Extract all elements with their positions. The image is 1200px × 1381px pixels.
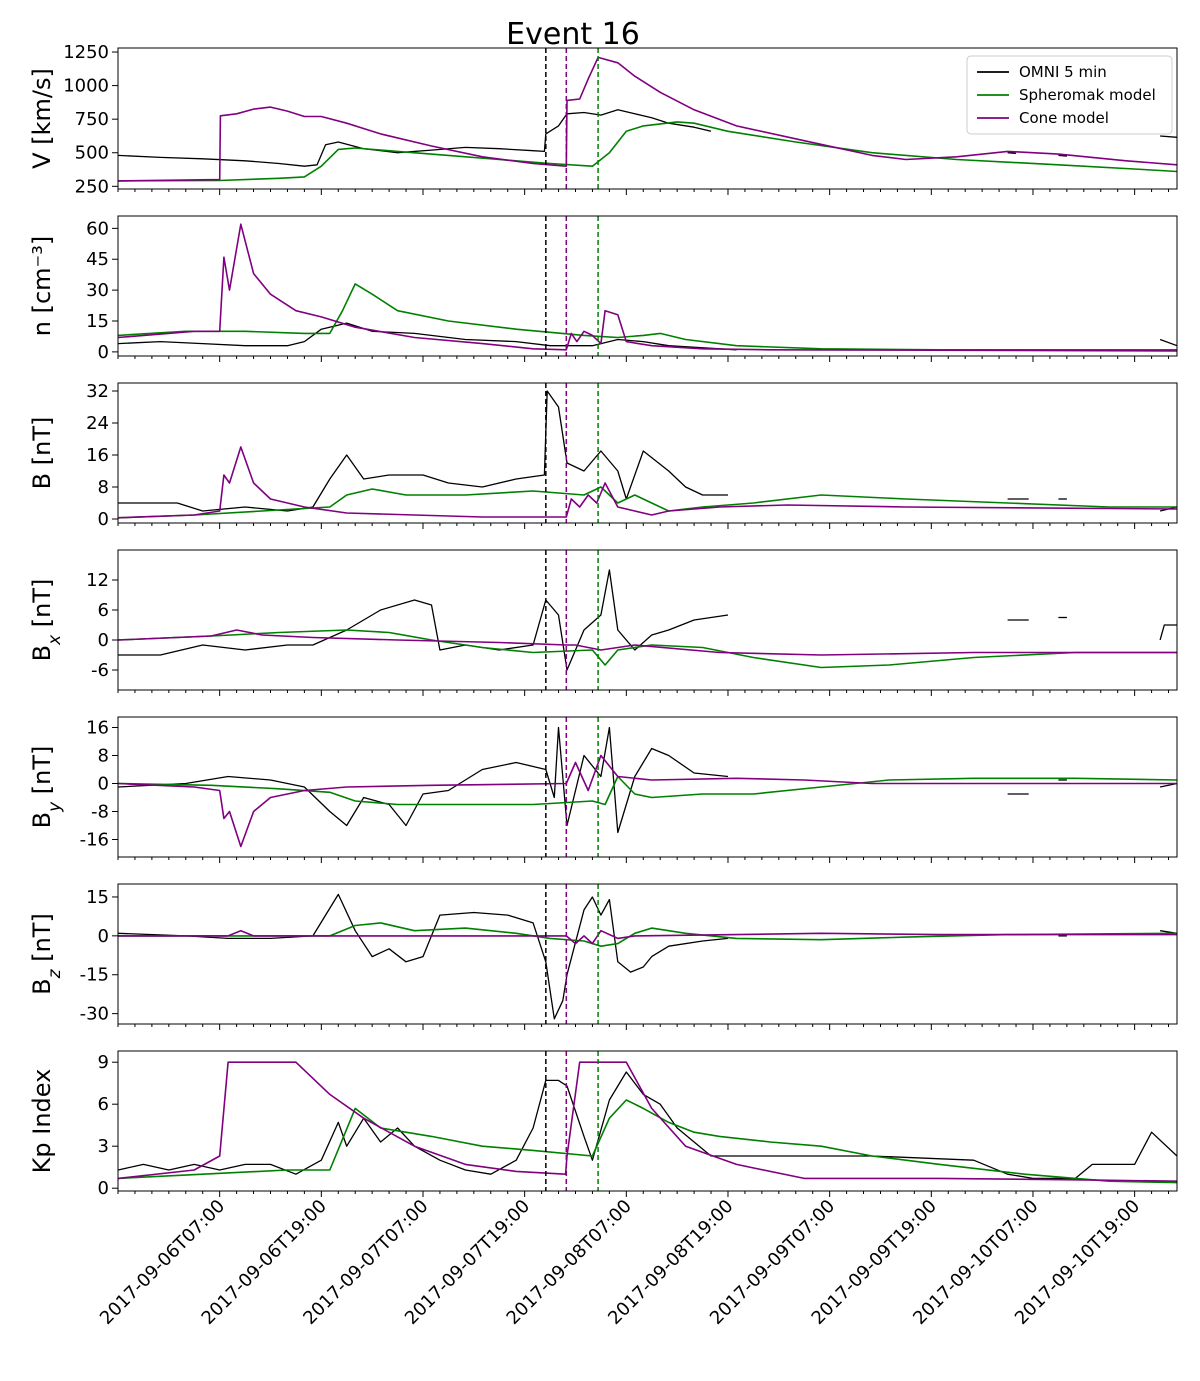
y-tick-label: 0 <box>98 509 109 530</box>
series-line-omni-5-min <box>118 893 729 1020</box>
series-line-spheromak-model <box>118 775 1177 806</box>
y-tick-label: 0 <box>98 1178 109 1199</box>
series-line-omni-5-min <box>118 1071 1177 1180</box>
legend-label-omni-5-min: OMNI 5 min <box>1019 63 1107 81</box>
series-group <box>118 569 1177 671</box>
y-tick-label: 750 <box>75 109 109 130</box>
legend: OMNI 5 min Spheromak model Cone model <box>966 55 1173 135</box>
panel-5: -16 -8 0 8 16 By [nT] <box>28 716 1178 863</box>
series-group <box>118 893 1177 1020</box>
series-group <box>118 56 1177 182</box>
series-line-omni-5-min <box>1007 152 1017 155</box>
series-line-omni-5-min <box>1159 338 1177 347</box>
y-tick-label: 0 <box>98 926 109 947</box>
y-tick-label: 32 <box>86 381 109 402</box>
y-tick-label: 1250 <box>63 42 109 63</box>
panel-frame <box>117 382 1178 524</box>
y-tick-label: 6 <box>98 600 109 621</box>
legend-box <box>966 55 1173 135</box>
y-axis-label: Kp Index <box>28 1069 56 1174</box>
series-line-spheromak-model <box>118 1099 1177 1184</box>
panel-frame <box>117 1050 1178 1192</box>
y-tick-label: 6 <box>98 1094 109 1115</box>
series-line-omni-5-min <box>118 569 729 671</box>
y-tick-label: 9 <box>98 1052 109 1073</box>
y-tick-label: -8 <box>91 802 109 823</box>
series-line-spheromak-model <box>118 121 1177 182</box>
series-line-cone-model <box>118 754 1177 848</box>
series-line-omni-5-min <box>1160 135 1177 138</box>
series-group <box>118 223 1177 352</box>
series-group <box>118 726 1177 848</box>
panel-7: 0 3 6 9 Kp Index <box>28 1050 1178 1199</box>
y-tick-label: 0 <box>98 630 109 651</box>
series-line-omni-5-min <box>118 109 712 167</box>
panel-4: -6 0 6 12 Bx [nT] <box>28 549 1178 696</box>
legend-label-cone-model: Cone model <box>1019 109 1109 127</box>
y-tick-label: 16 <box>86 718 109 739</box>
panel-frame <box>117 883 1178 1025</box>
y-tick-label: -30 <box>80 1004 109 1025</box>
series-line-spheromak-model <box>118 922 1177 947</box>
y-tick-label: 0 <box>98 774 109 795</box>
y-tick-label: 45 <box>86 249 109 270</box>
y-tick-label: 15 <box>86 311 109 332</box>
chart-title: Event 16 <box>506 17 640 52</box>
y-tick-label: 30 <box>86 280 109 301</box>
panel-frame <box>117 47 1178 190</box>
y-tick-label: -16 <box>80 830 109 851</box>
y-tick-label: 8 <box>98 477 109 498</box>
y-tick-label: -15 <box>80 965 109 986</box>
legend-label-spheromak-model: Spheromak model <box>1019 86 1156 104</box>
series-line-cone-model <box>118 446 1177 519</box>
y-axis-label: n [cm⁻³] <box>28 236 56 336</box>
series-line-cone-model <box>118 929 1177 945</box>
series-line-spheromak-model <box>118 283 1177 351</box>
series-line-cone-model <box>118 629 1177 656</box>
y-axis-label: V [km/s] <box>28 68 56 169</box>
y-tick-label: 15 <box>86 887 109 908</box>
x-axis: 2017-09-06T07:002017-09-06T19:002017-09-… <box>96 1196 1144 1329</box>
series-group <box>118 390 1177 519</box>
series-line-omni-5-min <box>1058 154 1067 157</box>
panel-frame <box>117 716 1178 858</box>
series-line-spheromak-model <box>118 629 1177 669</box>
panel-3: 0 8 16 24 32 B [nT] <box>28 381 1178 530</box>
y-tick-label: 500 <box>75 143 109 164</box>
series-line-cone-model <box>118 223 1177 352</box>
y-tick-label: -6 <box>91 660 109 681</box>
panel-6: -30 -15 0 15 Bz [nT] <box>28 883 1178 1030</box>
series-line-cone-model <box>118 1061 1177 1182</box>
series-line-spheromak-model <box>118 486 1177 519</box>
y-tick-label: 3 <box>98 1136 109 1157</box>
y-tick-label: 24 <box>86 413 109 434</box>
y-axis-label: By [nT] <box>28 746 65 829</box>
y-axis-label: Bx [nT] <box>28 579 65 662</box>
y-tick-label: 8 <box>98 746 109 767</box>
y-tick-label: 60 <box>86 218 109 239</box>
series-line-omni-5-min <box>118 322 737 351</box>
panel-1: 250 500 750 1000 1250 V [km/s] <box>28 42 1178 197</box>
y-tick-label: 0 <box>98 342 109 363</box>
panel-frame <box>117 215 1178 357</box>
y-tick-label: 1000 <box>63 76 109 97</box>
y-tick-label: 16 <box>86 445 109 466</box>
y-axis-label: B [nT] <box>28 417 56 490</box>
series-line-omni-5-min <box>1159 624 1177 641</box>
series-line-omni-5-min <box>118 726 729 834</box>
y-tick-label: 12 <box>86 570 109 591</box>
series-line-omni-5-min <box>118 390 728 512</box>
panel-2: 0 15 30 45 60 n [cm⁻³] <box>28 215 1178 363</box>
y-axis-label: Bz [nT] <box>28 913 65 995</box>
panel-frame <box>117 549 1178 691</box>
series-group <box>118 1061 1177 1184</box>
series-line-cone-model <box>118 56 1177 182</box>
y-tick-label: 250 <box>75 176 109 197</box>
